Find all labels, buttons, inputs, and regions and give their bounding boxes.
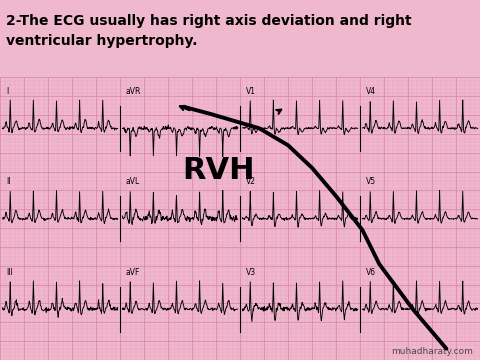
Text: V3: V3 — [246, 267, 256, 276]
Text: V6: V6 — [366, 267, 376, 276]
Text: 2-The ECG usually has right axis deviation and right
ventricular hypertrophy.: 2-The ECG usually has right axis deviati… — [6, 14, 411, 48]
Text: aVR: aVR — [126, 87, 141, 96]
Text: RVH: RVH — [182, 156, 255, 185]
Text: aVL: aVL — [126, 177, 140, 186]
Text: V4: V4 — [366, 87, 376, 96]
Text: V1: V1 — [246, 87, 256, 96]
Text: muhadharaty.com: muhadharaty.com — [391, 347, 473, 356]
Text: I: I — [6, 87, 8, 96]
Text: V2: V2 — [246, 177, 256, 186]
Text: II: II — [6, 177, 10, 186]
Text: III: III — [6, 267, 12, 276]
Text: aVF: aVF — [126, 267, 140, 276]
Text: V5: V5 — [366, 177, 376, 186]
